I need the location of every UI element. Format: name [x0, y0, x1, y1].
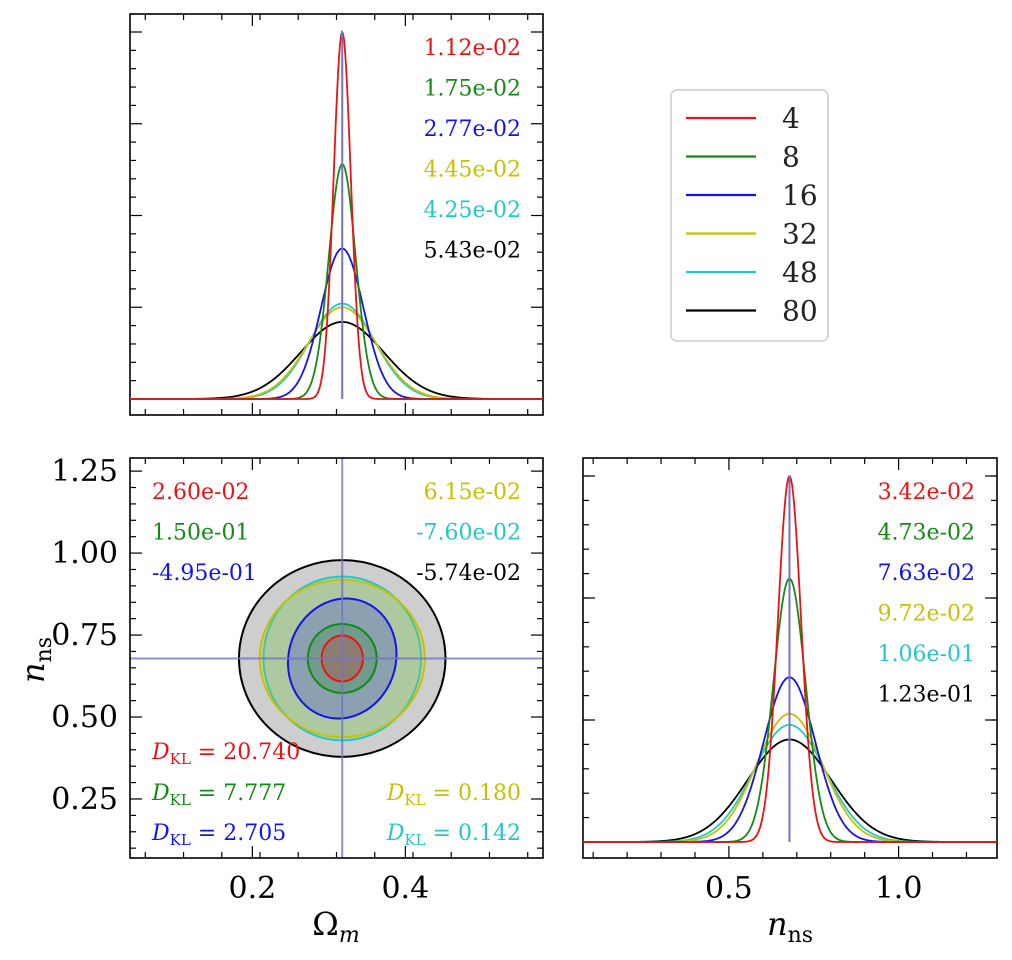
y-tick-label: 1.00 — [51, 536, 118, 571]
correlation-annotation: -5.74e-02 — [416, 561, 521, 586]
n-symbol: n — [14, 662, 52, 683]
y-tick-label: 0.50 — [51, 700, 118, 735]
dkl-annotation: DKL = 20.740 — [151, 740, 300, 768]
x-tick-label: 0.5 — [705, 871, 753, 906]
sigma-annotation: 1.75e-02 — [424, 77, 521, 102]
legend-label-80: 80 — [782, 295, 818, 328]
omega-subscript: m — [339, 923, 360, 948]
dkl-subscript: KL — [170, 831, 191, 849]
correlation-annotation: 2.60e-02 — [152, 480, 249, 505]
x-tick-label: 1.0 — [875, 871, 923, 906]
series-line-4 — [130, 30, 543, 400]
legend-label-32: 32 — [782, 218, 818, 251]
correlation-annotation: 1.50e-01 — [152, 521, 249, 546]
n-subscript: ns — [32, 637, 57, 662]
legend-label-4: 4 — [782, 102, 800, 135]
sigma-annotation: 1.12e-02 — [424, 36, 521, 61]
dkl-symbol: D — [386, 821, 405, 846]
legend-label-8: 8 — [782, 141, 800, 174]
x-tick-label: 0.2 — [229, 871, 277, 906]
dkl-value: = 0.142 — [426, 821, 521, 846]
correlation-annotation: -4.95e-01 — [152, 561, 257, 586]
y-axis-title-n-ns: nns — [14, 637, 57, 683]
sigma-annotation: 3.42e-02 — [878, 480, 975, 505]
dkl-subscript: KL — [404, 791, 425, 809]
dkl-value: = 0.180 — [426, 781, 521, 806]
dkl-symbol: D — [151, 740, 170, 765]
sigma-annotation: 4.25e-02 — [424, 198, 521, 223]
legend-box — [670, 89, 829, 342]
sigma-annotation: 5.43e-02 — [424, 239, 521, 264]
dkl-annotation: DKL = 0.180 — [386, 781, 521, 809]
sigma-annotation: 4.45e-02 — [424, 158, 521, 183]
dkl-value: = 20.740 — [191, 740, 300, 765]
n-subscript: ns — [788, 923, 813, 948]
dkl-subscript: KL — [170, 791, 191, 809]
dkl-subscript: KL — [404, 831, 425, 849]
correlation-annotation: 6.15e-02 — [424, 480, 521, 505]
series-line-48 — [130, 302, 543, 400]
y-tick-label: 0.25 — [51, 782, 118, 817]
dkl-symbol: D — [151, 781, 170, 806]
sigma-annotation: 1.06e-01 — [878, 642, 975, 667]
sigma-annotation: 9.72e-02 — [878, 602, 975, 627]
y-tick-label: 0.75 — [51, 618, 118, 653]
sigma-annotation: 1.23e-01 — [878, 683, 975, 708]
omega-symbol: Ω — [312, 905, 339, 943]
legend-label-48: 48 — [782, 256, 818, 289]
y-tick-label: 1.25 — [51, 454, 118, 489]
series-line-32 — [130, 306, 543, 400]
series-line-16 — [130, 247, 543, 400]
dkl-annotation: DKL = 2.705 — [151, 821, 286, 849]
sigma-annotation: 7.63e-02 — [878, 561, 975, 586]
dkl-symbol: D — [386, 781, 405, 806]
dkl-annotation: DKL = 0.142 — [386, 821, 521, 849]
sigma-annotation: 2.77e-02 — [424, 117, 521, 142]
correlation-annotation: -7.60e-02 — [416, 521, 521, 546]
axes-frame — [582, 457, 998, 859]
n-ns-marginal-panel: 0.5 1.0 3.42e-02 4.73e-02 7.63e-02 9.72e-02 1.… — [582, 457, 998, 906]
legend-label-16: 16 — [782, 179, 818, 212]
x-tick-label: 0.4 — [381, 871, 429, 906]
dkl-value: = 2.705 — [191, 821, 286, 846]
x-axis-title-omega-m: Ωm — [312, 905, 359, 948]
n-symbol: n — [767, 905, 788, 943]
dkl-value: = 7.777 — [191, 781, 286, 806]
dkl-symbol: D — [151, 821, 170, 846]
omega-m-marginal-panel: 1.12e-02 1.75e-02 2.77e-02 4.45e-02 4.25e-02… — [129, 13, 544, 416]
dkl-subscript: KL — [170, 750, 191, 768]
dkl-annotation: DKL = 7.777 — [151, 781, 286, 809]
joint-contour-panel: 0.2 0.4 0.25 0.50 0.75 1.00 1.25 2.60e-02 1.50e-… — [51, 454, 544, 906]
series-line-80 — [130, 321, 543, 400]
sigma-annotation: 4.73e-02 — [878, 521, 975, 546]
contour-layer — [130, 458, 543, 858]
x-axis-title-n-ns: nns — [767, 905, 813, 948]
